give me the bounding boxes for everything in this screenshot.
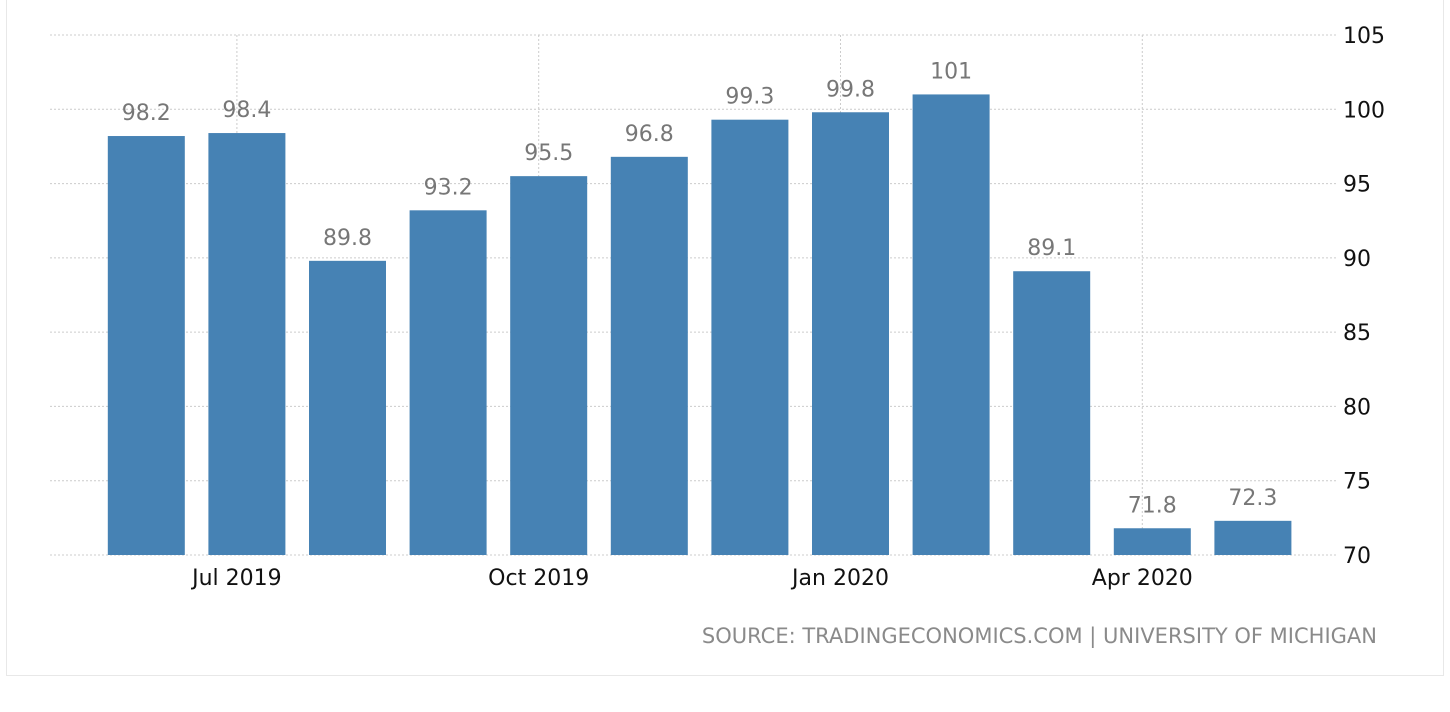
data-label: 98.2 [122,101,171,126]
bar-sep-2019 [409,210,487,556]
data-label: 72.3 [1228,486,1277,511]
bar-dec-2019 [711,119,789,555]
bars [107,94,1292,556]
bar-jul-2019 [208,133,286,556]
bar-may-2020 [1214,520,1292,555]
y-tick-label: 85 [1343,321,1371,346]
data-label: 93.2 [424,175,473,200]
data-label: 96.8 [625,122,674,147]
data-label: 89.1 [1027,236,1076,261]
y-tick-label: 100 [1343,98,1385,123]
data-label: 89.8 [323,226,372,251]
x-tick-label: Jul 2019 [190,566,282,591]
y-axis-ticks: 70 75 80 85 90 95 100 105 [1343,24,1385,569]
data-label: 95.5 [524,141,573,166]
x-tick-label: Oct 2019 [488,566,589,591]
y-tick-label: 95 [1343,173,1371,198]
y-tick-label: 75 [1343,470,1371,495]
value-labels: 98.2 98.4 89.8 93.2 95.5 96.8 99.3 99.8 101 89.1 7… [122,59,1278,518]
bar-mar-2020 [1013,271,1091,555]
source-note: SOURCE: TRADINGECONOMICS.COM | UNIVERSIT… [701,624,1377,648]
bar-jun-2019 [107,136,185,555]
data-label: 99.8 [826,77,875,102]
data-label: 99.3 [725,85,774,110]
data-label: 101 [930,59,972,84]
x-tick-label: Apr 2020 [1092,566,1193,591]
bar-oct-2019 [510,176,588,555]
bar-nov-2019 [610,156,688,556]
x-axis-ticks: Jul 2019 Oct 2019 Jan 2020 Apr 2020 [190,566,1193,591]
y-tick-label: 105 [1343,24,1385,49]
bar-jan-2020 [812,112,889,555]
x-tick-label: Jan 2020 [790,566,889,591]
bar-aug-2019 [309,260,386,555]
y-tick-label: 90 [1343,247,1371,272]
y-tick-label: 80 [1343,395,1371,420]
data-label: 71.8 [1128,493,1177,518]
bar-apr-2020 [1113,528,1191,555]
data-label: 98.4 [222,98,271,123]
bar-feb-2020 [912,94,990,555]
y-tick-label: 70 [1343,544,1371,569]
